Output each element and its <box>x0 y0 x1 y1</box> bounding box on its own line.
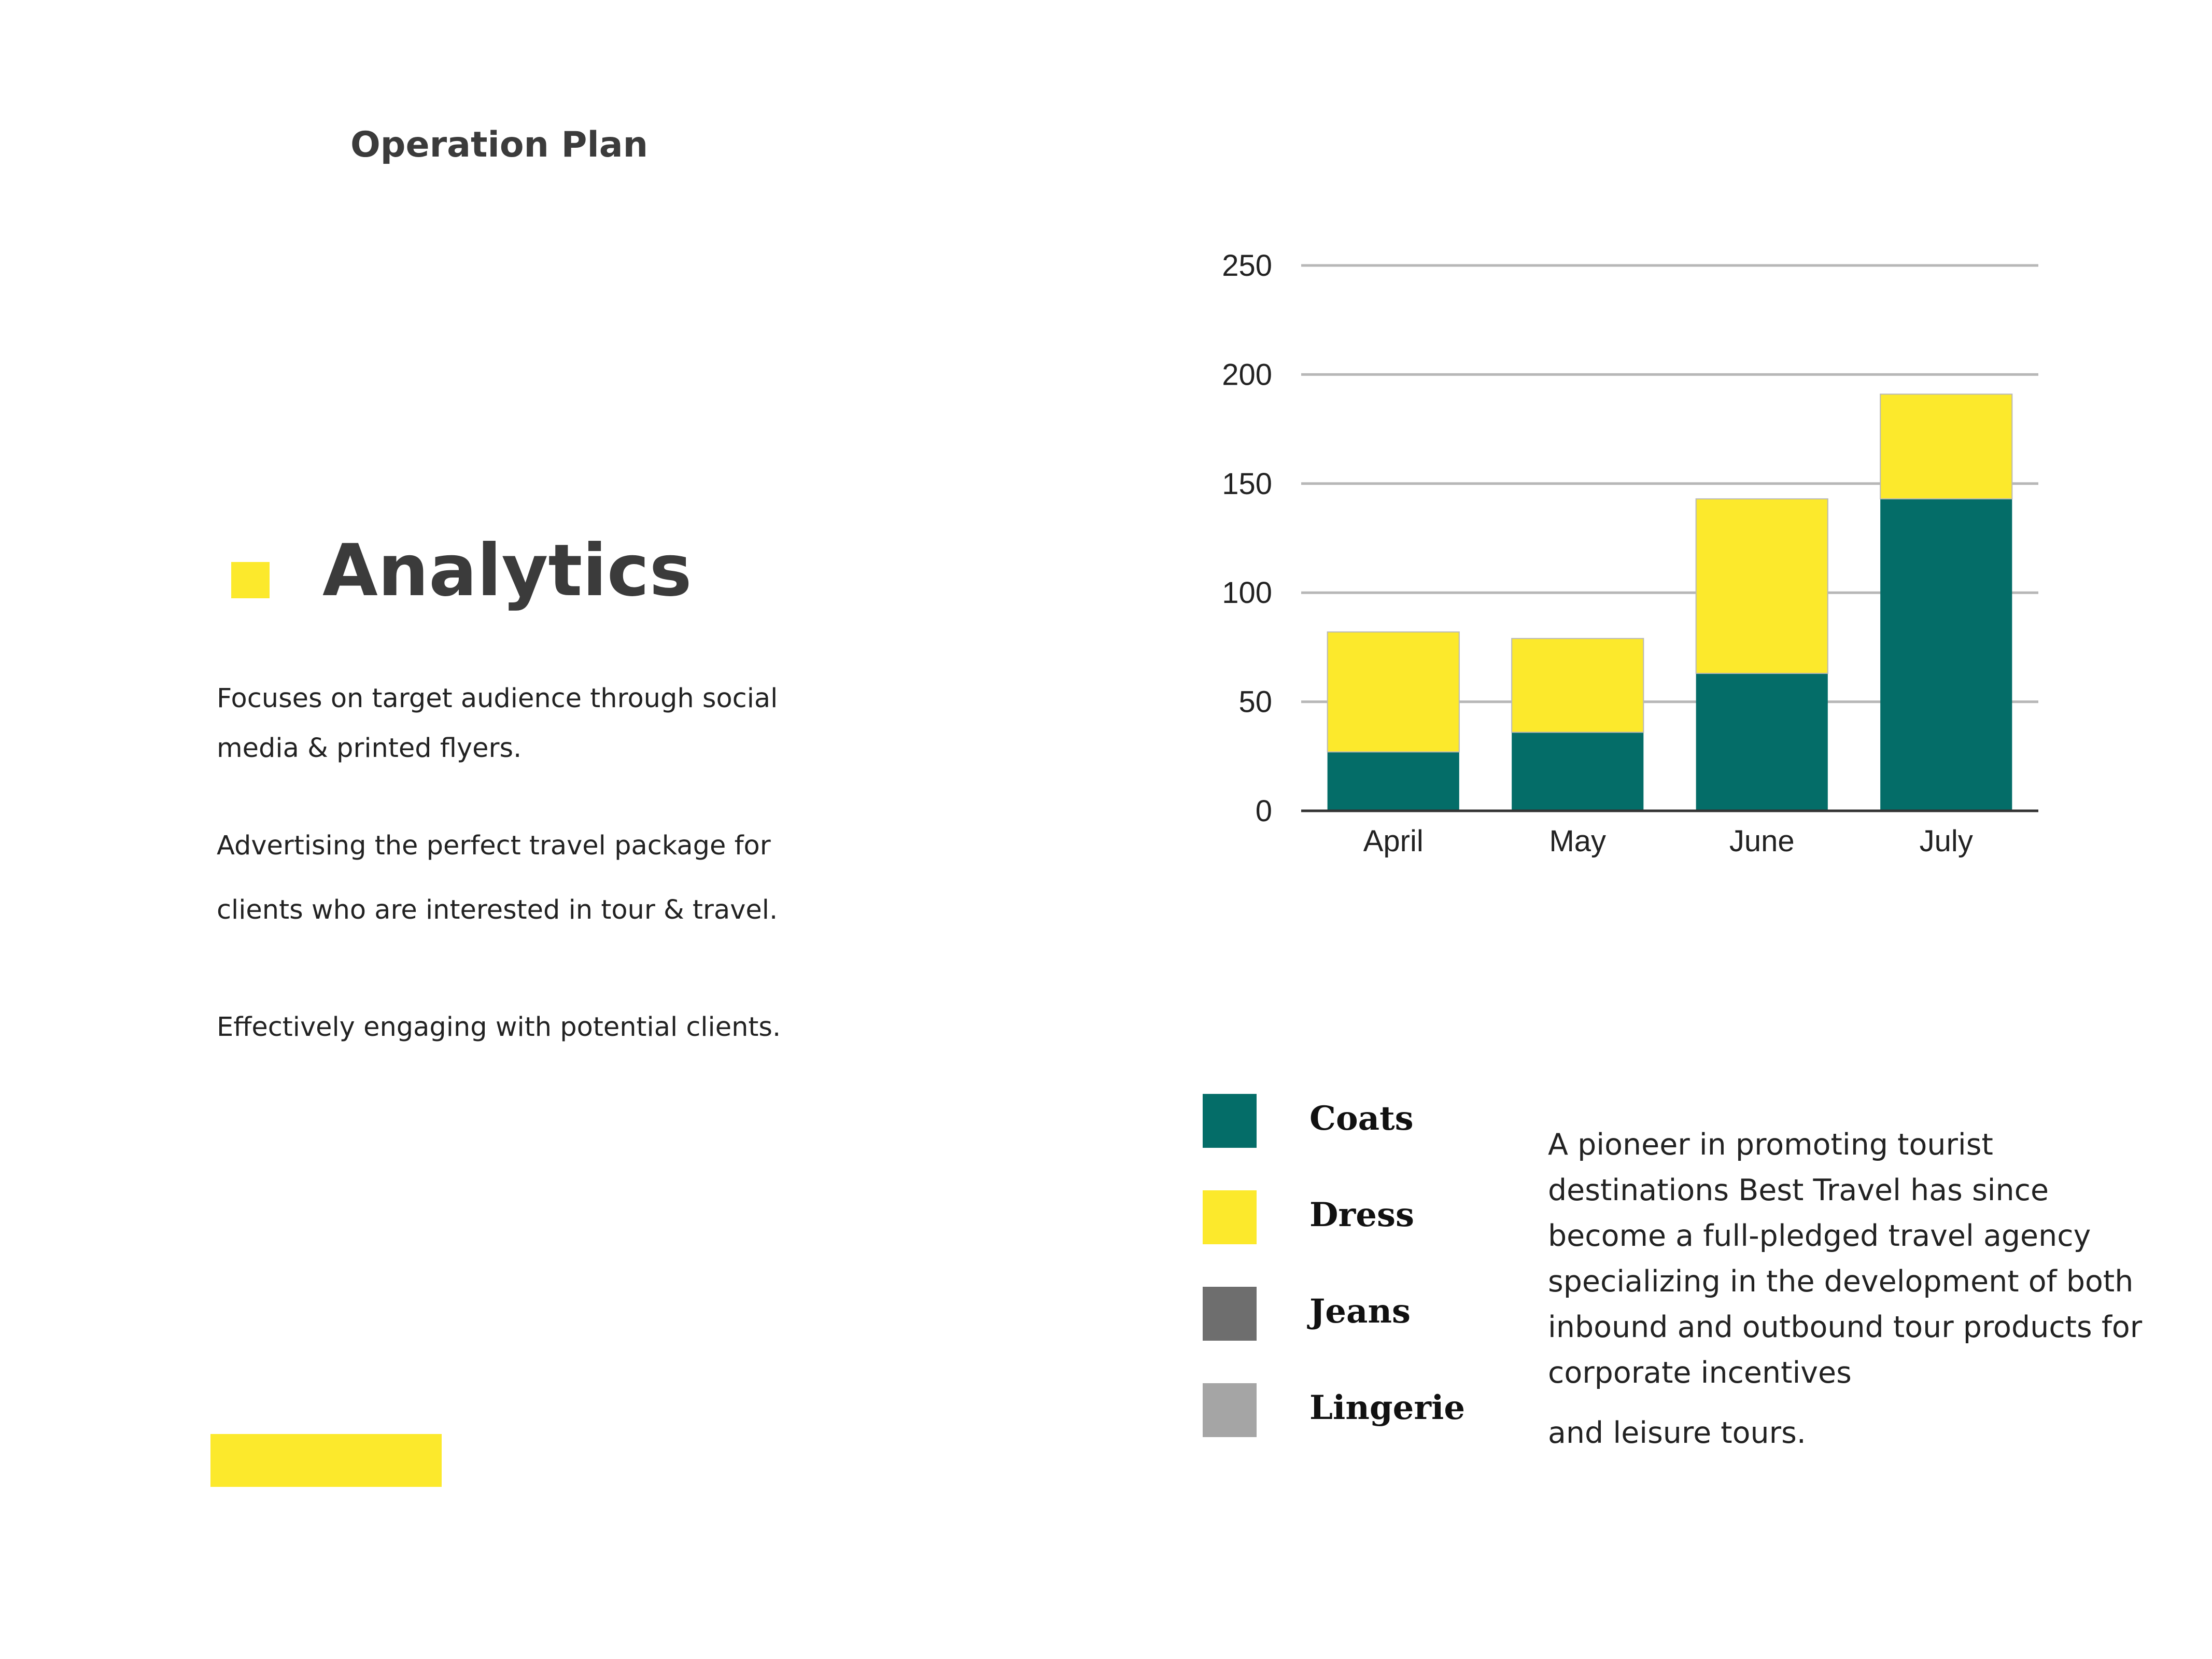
description-tail: and leisure tours. <box>1548 1416 1806 1450</box>
chart-bars <box>1327 393 2013 811</box>
bar-coats-june <box>1696 673 1828 811</box>
paragraph-line-3: Advertising the perfect travel package f… <box>217 831 771 861</box>
x-tick-label-may: May <box>1549 824 1606 858</box>
section-title: Analytics <box>322 529 692 612</box>
description-line-2: destinations Best Travel has since <box>1548 1173 2049 1207</box>
legend-swatch-lingerie <box>1203 1383 1257 1437</box>
bar-coats-april <box>1327 752 1459 811</box>
paragraph-line-1: Focuses on target audience through socia… <box>217 683 778 714</box>
y-tick-label: 100 <box>1222 576 1272 610</box>
accent-bar <box>210 1434 442 1487</box>
paragraph-line-4: clients who are interested in tour & tra… <box>217 895 778 925</box>
description-line-5: inbound and outbound tour products for <box>1548 1310 2143 1344</box>
accent-square <box>231 562 270 598</box>
chart-tick-labels: 0 50 100 150 200 250 April May June July <box>1222 249 1973 858</box>
paragraph-line-5: Effectively engaging with potential clie… <box>217 1012 781 1043</box>
y-tick-label: 200 <box>1222 358 1272 391</box>
legend-swatch-dress <box>1203 1190 1257 1244</box>
description-line-6: corporate incentives <box>1548 1356 1852 1390</box>
legend-label-dress: Dress <box>1309 1196 1414 1234</box>
description-line-1: A pioneer in promoting tourist <box>1548 1128 1993 1162</box>
y-tick-label: 250 <box>1222 249 1272 283</box>
stacked-bar-chart: 0 50 100 150 200 250 April May June July <box>1222 249 2038 858</box>
legend-label-jeans: Jeans <box>1309 1292 1411 1331</box>
bar-dress-may <box>1511 638 1644 733</box>
x-tick-label-july: July <box>1920 824 1973 858</box>
legend-label-coats: Coats <box>1309 1099 1414 1138</box>
y-tick-label: 0 <box>1256 794 1272 828</box>
bar-coats-july <box>1880 499 2012 811</box>
description-line-4: specializing in the development of both <box>1548 1264 2134 1299</box>
legend-label-lingerie: Lingerie <box>1309 1388 1466 1427</box>
x-tick-label-april: April <box>1363 824 1424 858</box>
bar-dress-april <box>1327 631 1460 753</box>
paragraph-line-2: media & printed flyers. <box>217 733 522 764</box>
x-tick-label-june: June <box>1729 824 1795 858</box>
description-line-3: become a full-pledged travel agency <box>1548 1219 2091 1253</box>
y-tick-label: 50 <box>1238 685 1272 719</box>
legend-swatch-coats <box>1203 1094 1257 1148</box>
bar-coats-may <box>1512 732 1644 811</box>
page-header-title: Operation Plan <box>350 124 649 165</box>
description-text: A pioneer in promoting tourist destinati… <box>1548 1122 2196 1396</box>
legend-swatch-jeans <box>1203 1287 1257 1341</box>
bar-dress-june <box>1695 498 1828 674</box>
bar-dress-july <box>1880 393 2013 500</box>
y-tick-label: 150 <box>1222 467 1272 501</box>
